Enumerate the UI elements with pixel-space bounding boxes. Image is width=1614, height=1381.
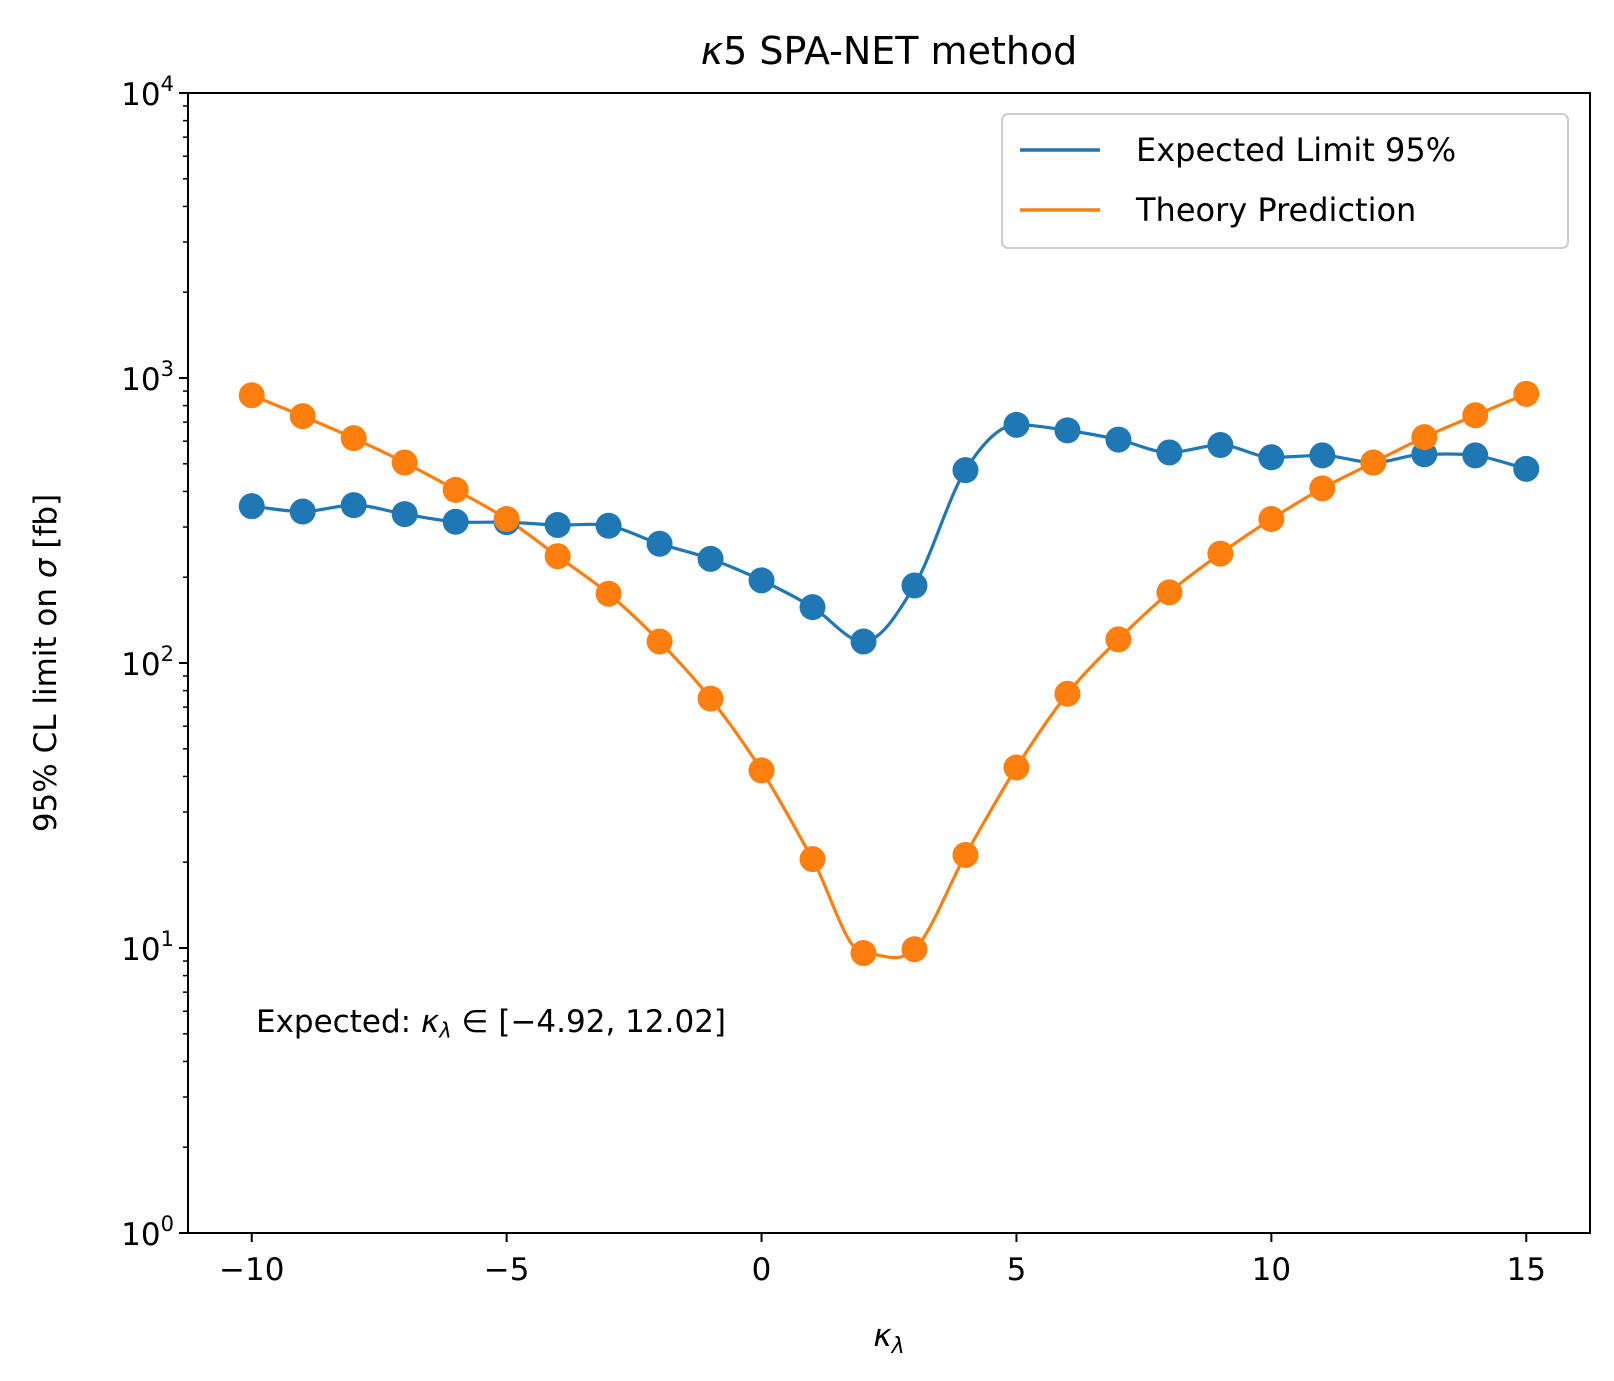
theory-prediction-point <box>799 846 826 873</box>
expected-limit-point <box>646 530 673 557</box>
x-axis: −10 −5 0 5 10 15 <box>219 1233 1546 1288</box>
expected-range-annotation: Expected: κλ ∈ [−4.92, 12.02] <box>256 1004 726 1043</box>
theory-prediction-point <box>850 940 877 967</box>
expected-limit-point <box>748 567 775 594</box>
expected-limit-point <box>799 594 826 621</box>
expected-limit-point <box>442 508 469 535</box>
y-tick-label: 103 <box>121 357 174 398</box>
x-tick-label: −5 <box>484 1252 530 1288</box>
theory-prediction-point <box>697 685 724 712</box>
y-tick-exponent: 3 <box>161 357 174 381</box>
theory-prediction-point <box>1360 449 1387 476</box>
x-tick-label: 0 <box>752 1252 772 1288</box>
title-text: 5 SPA-NET method <box>723 29 1077 73</box>
expected-limit-point <box>1105 426 1132 453</box>
legend-box <box>1001 113 1569 249</box>
title-kappa: κ <box>701 29 724 73</box>
expected-limit-point <box>544 511 571 538</box>
x-tick-label: 10 <box>1252 1252 1291 1288</box>
theory-prediction-point <box>1003 754 1030 781</box>
theory-prediction-point <box>952 841 979 868</box>
theory-prediction-point <box>238 382 265 409</box>
y-label-sigma: σ <box>28 557 64 578</box>
theory-prediction-point <box>595 580 622 607</box>
theory-prediction-point <box>901 936 928 963</box>
theory-prediction-point <box>1411 424 1438 451</box>
y-tick-exponent: 2 <box>161 642 174 666</box>
annotation-sub: λ <box>438 1019 451 1043</box>
expected-limit-point <box>1462 442 1489 469</box>
expected-limit-point <box>952 457 979 484</box>
y-tick-exponent: 0 <box>161 1212 174 1236</box>
theory-prediction-point <box>289 403 316 430</box>
expected-limit-point <box>1054 417 1081 444</box>
expected-limit-point <box>391 501 418 528</box>
x-axis-label: κλ <box>873 1318 904 1359</box>
theory-prediction-point <box>391 449 418 476</box>
series-lines <box>251 392 1527 960</box>
expected-limit-point <box>1003 411 1030 438</box>
legend-theory-label: Theory Prediction <box>1135 191 1416 229</box>
theory-prediction-point <box>1462 402 1489 429</box>
theory-prediction-point <box>1105 626 1132 653</box>
theory-prediction-point <box>1156 579 1183 606</box>
theory-prediction-point <box>1258 506 1285 533</box>
theory-prediction-point <box>1309 475 1336 502</box>
legend: Expected Limit 95% Theory Prediction <box>1001 113 1569 249</box>
expected-limit-point <box>697 545 724 572</box>
theory-prediction-point <box>1054 680 1081 707</box>
theory-prediction-point <box>1207 540 1234 567</box>
plot-frame <box>187 92 1591 1234</box>
theory-prediction-point <box>544 543 571 570</box>
expected-limit-point <box>1258 444 1285 471</box>
y-tick-base: 10 <box>121 77 160 113</box>
expected-limit-point <box>595 512 622 539</box>
expected-limit-point <box>1309 442 1336 469</box>
x-tick-label: 5 <box>1007 1252 1027 1288</box>
annotation-kappa: κ <box>421 1004 440 1040</box>
chart-title: κ5 SPA-NET method <box>701 29 1078 73</box>
annotation-range: ∈ [−4.92, 12.02] <box>452 1004 726 1040</box>
y-tick-base: 10 <box>121 932 160 968</box>
expected-limit-point <box>1513 455 1540 482</box>
x-label-sub: λ <box>891 1334 905 1359</box>
x-tick-label: 15 <box>1507 1252 1546 1288</box>
theory-prediction-point <box>646 628 673 655</box>
y-tick-base: 10 <box>121 362 160 398</box>
y-axis-label: 95% CL limit on σ [fb] <box>28 494 64 832</box>
theory-prediction-point <box>1513 380 1540 407</box>
legend-expected-label: Expected Limit 95% <box>1136 131 1456 169</box>
expected-limit-point <box>850 628 877 655</box>
theory-prediction-point <box>340 425 367 452</box>
y-label-prefix: 95% CL limit on <box>28 578 64 832</box>
expected-limit-point <box>289 498 316 525</box>
y-tick-label: 102 <box>121 642 174 683</box>
expected-limit-point <box>1156 439 1183 466</box>
y-tick-label: 104 <box>121 72 174 113</box>
y-label-suffix: [fb] <box>28 494 64 559</box>
expected-limit-point <box>340 492 367 519</box>
expected-limit-point <box>901 572 928 599</box>
theory-prediction-point <box>748 757 775 784</box>
x-tick-label: −10 <box>219 1252 284 1288</box>
theory-prediction-line <box>251 392 1527 960</box>
y-tick-label: 101 <box>121 927 174 968</box>
annotation-prefix: Expected: <box>256 1004 421 1040</box>
y-tick-base: 10 <box>121 1217 160 1253</box>
series-markers <box>238 380 1540 967</box>
y-tick-exponent: 1 <box>161 927 174 951</box>
theory-prediction-point <box>493 506 520 533</box>
expected-limit-point <box>1207 431 1234 458</box>
y-tick-label: 100 <box>121 1212 174 1253</box>
theory-prediction-point <box>442 476 469 503</box>
y-tick-base: 10 <box>121 647 160 683</box>
x-label-kappa: κ <box>873 1318 892 1354</box>
expected-limit-point <box>238 493 265 520</box>
y-tick-exponent: 4 <box>161 72 174 96</box>
